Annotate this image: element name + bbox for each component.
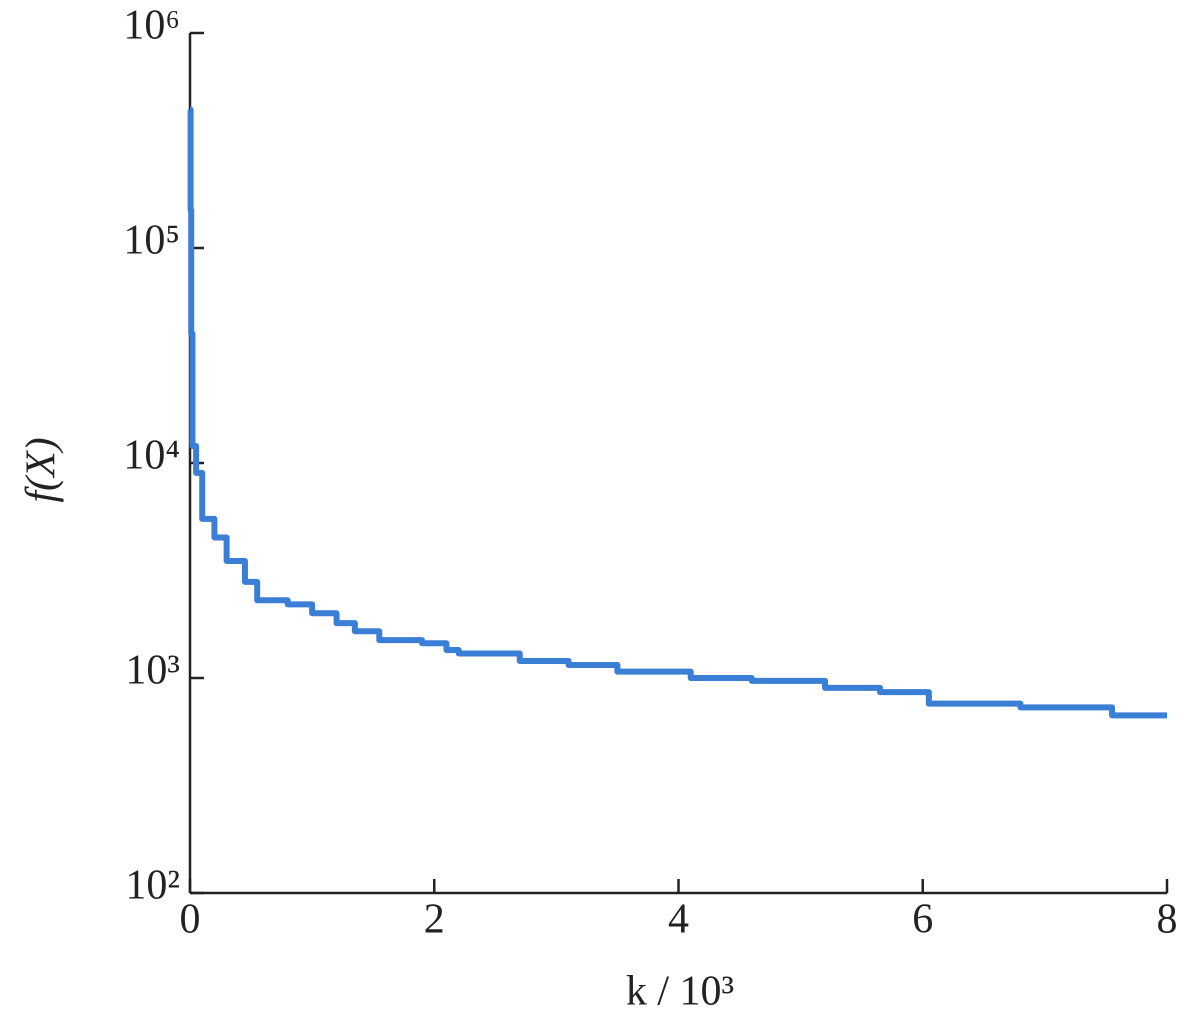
x-tick-label: 2 <box>424 897 445 943</box>
y-tick-label: 10⁵ <box>123 218 180 264</box>
x-tick-label: 0 <box>180 897 201 943</box>
y-tick-label: 10³ <box>125 648 180 694</box>
y-axis-label: f(X) <box>19 437 65 502</box>
y-tick-label: 10² <box>125 863 180 909</box>
x-tick-label: 6 <box>912 897 933 943</box>
y-tick-label: 10⁶ <box>123 3 180 49</box>
y-tick-label: 10⁴ <box>123 433 180 479</box>
x-tick-label: 8 <box>1157 897 1178 943</box>
x-tick-label: 4 <box>668 897 689 943</box>
x-axis-label: k / 10³ <box>626 969 734 1015</box>
data-line <box>187 106 1167 719</box>
